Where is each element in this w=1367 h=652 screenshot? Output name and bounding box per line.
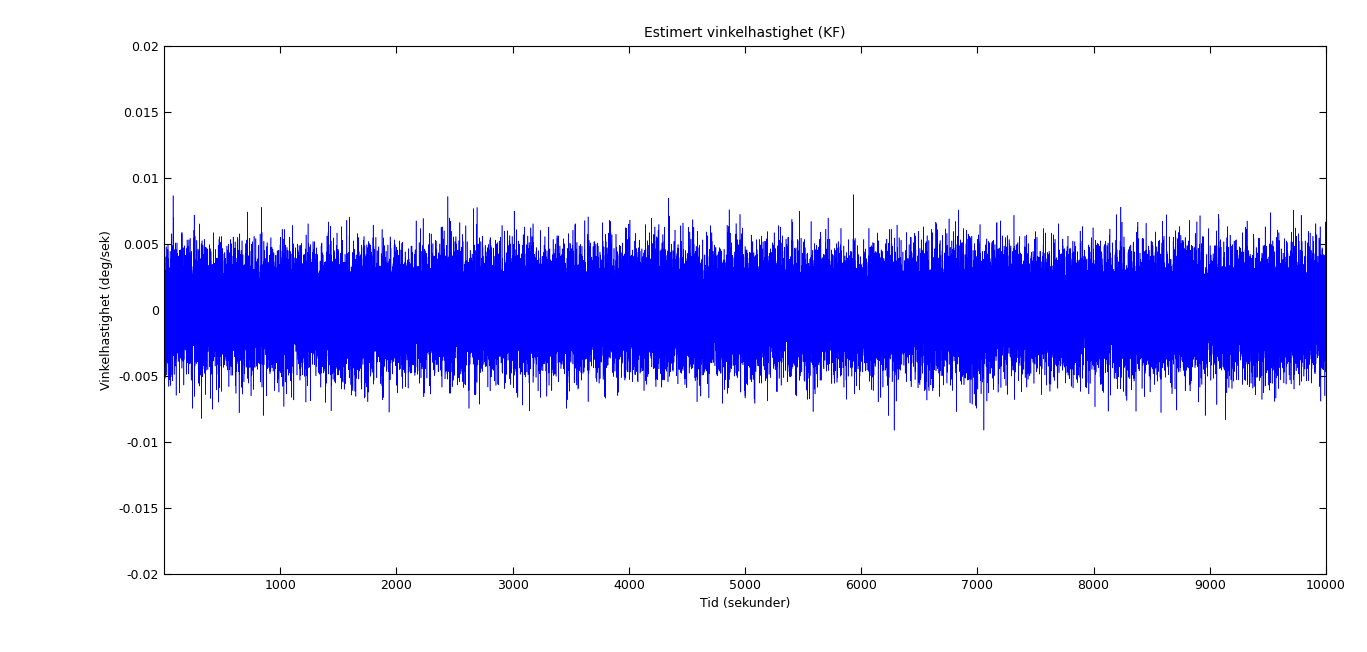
Y-axis label: Vinkelhastighet (deg/sek): Vinkelhastighet (deg/sek) [100,230,113,390]
Title: Estimert vinkelhastighet (KF): Estimert vinkelhastighet (KF) [644,26,846,40]
X-axis label: Tid (sekunder): Tid (sekunder) [700,597,790,610]
